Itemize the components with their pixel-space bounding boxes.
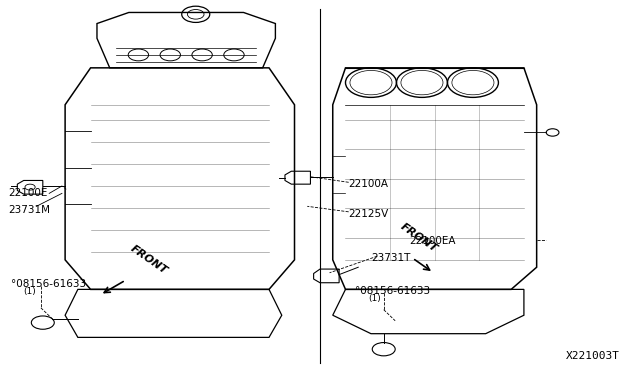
Text: 22125V: 22125V: [349, 209, 389, 219]
Text: X221003T: X221003T: [566, 351, 620, 361]
Text: (1): (1): [24, 287, 36, 296]
Text: °08156-61633: °08156-61633: [355, 286, 430, 296]
Text: 22100E: 22100E: [8, 188, 47, 198]
Text: (1): (1): [368, 294, 381, 303]
Text: 23731M: 23731M: [8, 205, 50, 215]
Text: 22100A: 22100A: [349, 179, 388, 189]
Text: 22100EA: 22100EA: [409, 236, 456, 246]
Text: 23731T: 23731T: [371, 253, 410, 263]
Text: FRONT: FRONT: [129, 244, 170, 276]
Text: °08156-61633: °08156-61633: [11, 279, 86, 289]
Text: FRONT: FRONT: [399, 222, 440, 254]
